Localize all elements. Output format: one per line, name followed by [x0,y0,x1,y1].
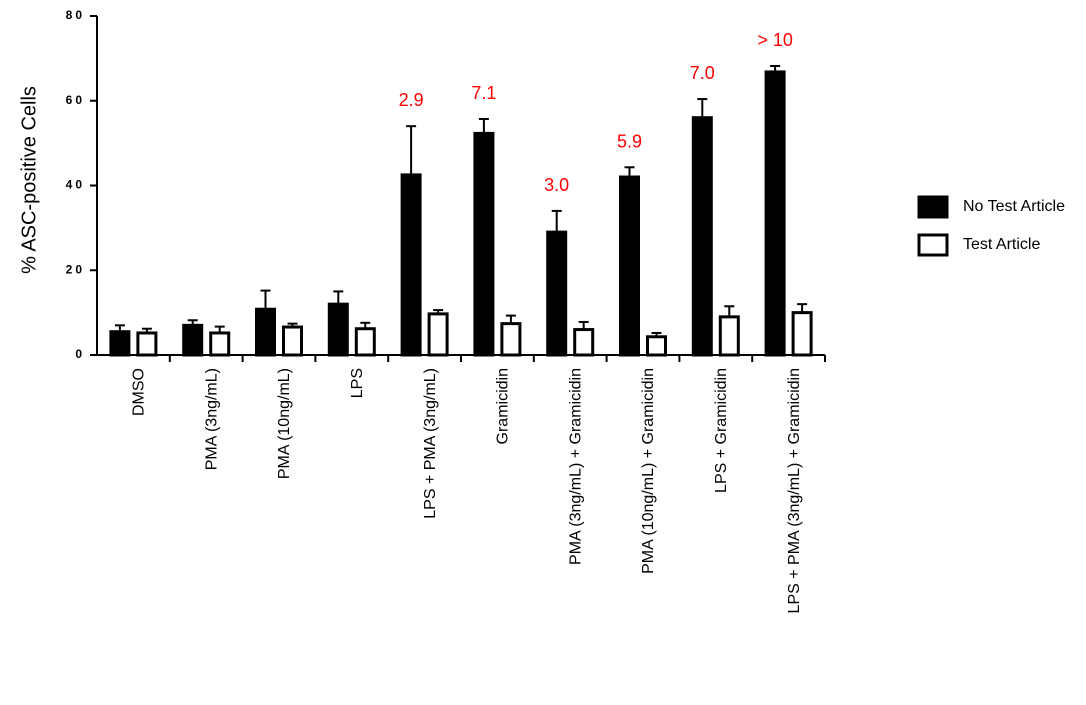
y-tick-label: 0 [75,347,85,361]
x-tick-label: LPS + PMA (3ng/mL) [422,368,439,519]
x-tick-label: PMA (3ng/mL) [203,368,220,470]
annotation: 2.9 [399,90,424,110]
x-tick-label: Gramicidin [495,368,512,444]
y-axis-title: % ASC-positive Cells [18,86,40,274]
bar [400,173,422,357]
legend-label: Test Article [963,236,1040,253]
bar [546,230,568,357]
bar [619,175,640,357]
bar [500,322,522,357]
x-tick-label: LPS [349,368,366,398]
y-tick-label: 80 [66,8,85,22]
bar [573,328,595,357]
legend-swatch [917,233,949,257]
y-tick-label: 60 [66,93,85,107]
x-tick-label: PMA (3ng/mL) + Gramicidin [567,368,584,565]
x-tick-label: DMSO [131,368,148,416]
annotation: 7.1 [471,83,496,103]
bar [427,312,449,357]
bar [109,330,131,357]
legend-label: No Test Article [963,198,1065,215]
bar [646,335,667,357]
bar [182,323,204,357]
x-tick-label: LPS + Gramicidin [713,368,730,493]
bar [791,311,813,357]
y-tick-label: 40 [66,178,85,192]
bar [473,131,495,357]
annotation: > 10 [757,30,793,50]
annotation: 3.0 [544,175,569,195]
bar [282,325,303,357]
bar [718,315,740,357]
bar [354,327,376,357]
bar [255,307,276,357]
bar [209,331,231,357]
x-tick-label: LPS + PMA (3ng/mL) + Gramicidin [786,368,803,613]
bar [691,116,713,357]
bar [136,331,158,357]
annotation: 7.0 [690,63,715,83]
legend-swatch [917,195,949,219]
x-tick-label: PMA (10ng/mL) [276,368,293,479]
x-tick-label: PMA (10ng/mL) + Gramicidin [640,368,657,574]
annotation: 5.9 [617,131,642,151]
bar [327,302,349,357]
y-tick-label: 20 [66,262,85,276]
bar [764,70,786,357]
